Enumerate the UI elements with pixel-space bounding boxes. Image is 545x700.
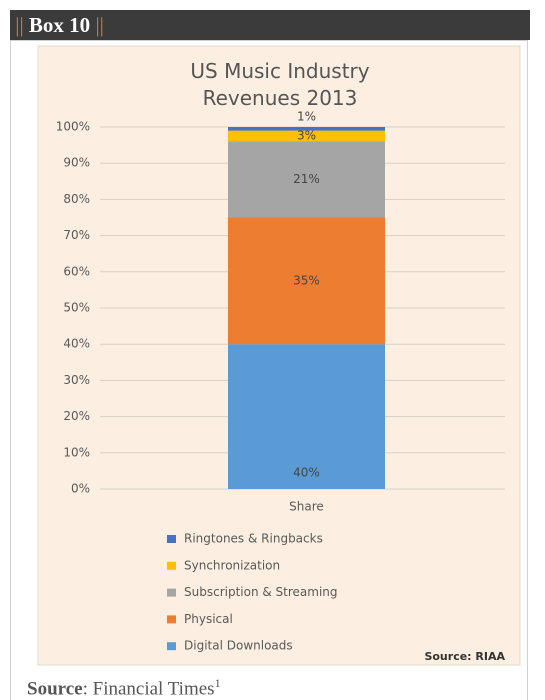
y-tick-label: 10%	[63, 445, 90, 459]
y-tick-label: 40%	[63, 337, 90, 351]
chart-title: US Music Industry Revenues 2013	[190, 59, 370, 110]
y-tick-label: 0%	[71, 482, 90, 496]
data-label: 40%	[293, 466, 320, 480]
x-tick-label: Share	[289, 500, 324, 514]
footnote: 1	[214, 676, 221, 690]
legend-label: Physical	[184, 612, 233, 626]
legend-swatch	[167, 642, 176, 651]
legend-label: Synchronization	[184, 558, 280, 572]
y-tick-label: 100%	[56, 120, 90, 134]
bar-segment	[228, 127, 385, 131]
y-tick-label: 80%	[63, 192, 90, 206]
source-label: Source	[27, 678, 83, 700]
box-title: Box 10	[28, 13, 91, 37]
data-label: 21%	[293, 172, 320, 186]
y-tick-label: 60%	[63, 264, 90, 278]
y-tick-label: 50%	[63, 301, 90, 315]
y-tick-label: 20%	[63, 409, 90, 423]
legend-swatch	[167, 561, 176, 570]
bar-segment	[228, 344, 385, 489]
legend-label: Subscription & Streaming	[184, 585, 338, 599]
source-text: : Financial Times	[82, 678, 215, 700]
y-tick-label: 90%	[63, 156, 90, 170]
data-label: 1%	[297, 110, 316, 124]
legend-label: Digital Downloads	[184, 639, 293, 653]
legend-swatch	[167, 615, 176, 624]
legend-swatch	[167, 535, 176, 543]
legend-swatch	[167, 588, 176, 597]
bar-segment	[228, 141, 385, 218]
box-header: || Box 10 ||	[10, 10, 530, 40]
box-marker: ||	[95, 13, 104, 37]
data-label: 3%	[297, 129, 316, 143]
bar-segment	[228, 217, 385, 345]
y-tick-label: 30%	[63, 373, 90, 387]
data-label: 35%	[293, 273, 320, 287]
bar-segment	[228, 130, 385, 142]
box-frame	[10, 40, 528, 700]
source: Source: Financial Times1	[27, 676, 221, 700]
y-tick-label: 70%	[63, 228, 90, 242]
annotation: Source: RIAA	[424, 650, 505, 663]
box-marker: ||	[15, 13, 24, 37]
legend-label: Ringtones & Ringbacks	[184, 532, 323, 546]
